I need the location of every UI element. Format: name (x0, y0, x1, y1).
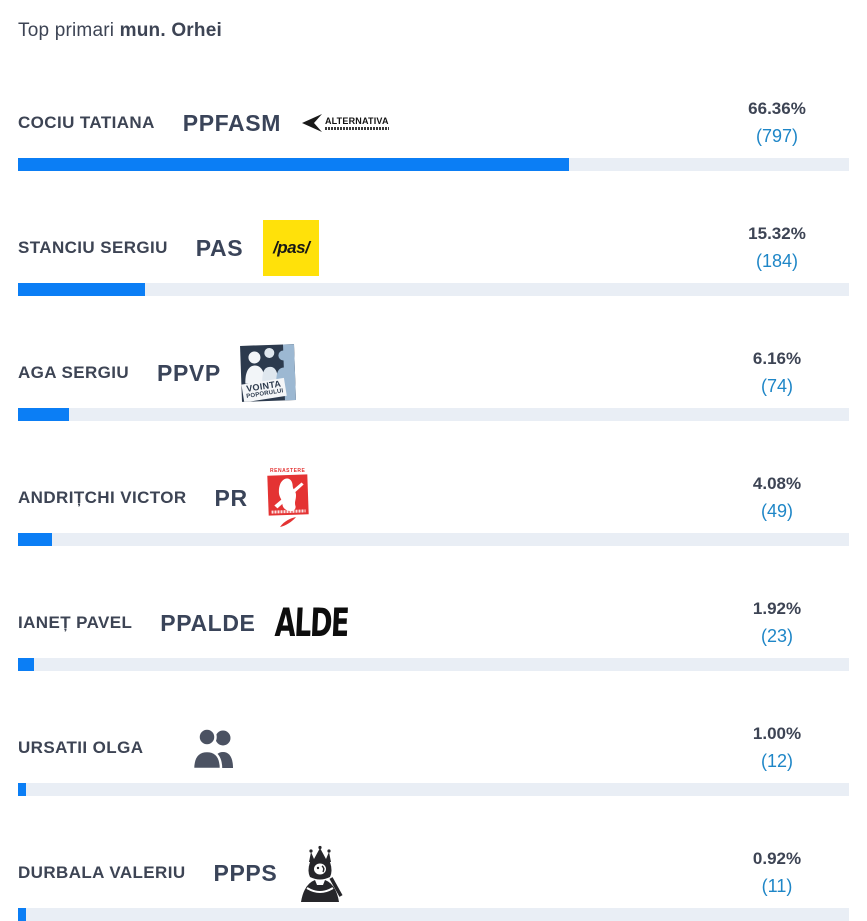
alternativa-logo: ALTERNATIVA (301, 113, 389, 133)
result-bar-fill (18, 283, 146, 296)
result-bar-fill (18, 408, 70, 421)
percent-value: 66.36% (748, 99, 806, 118)
votes-count-link[interactable]: (12) (760, 751, 793, 771)
result-stats: 15.32% (184) (722, 224, 832, 272)
page-title-prefix: Top primari (18, 20, 115, 41)
result-bar-track (18, 533, 849, 546)
result-bar-track (18, 158, 849, 171)
result-stats: 66.36% (797) (722, 99, 832, 147)
result-bar-fill (18, 533, 52, 546)
renastere-logo: RENASTERE (267, 468, 309, 528)
candidate-results-list: COCIU TATIANA PPFASM ALTERNATIVA 66.36% … (18, 92, 849, 921)
candidate-row-main: IANEȚ PAVEL PPALDE ALDE 1.92% (23) (18, 592, 849, 654)
party-abbreviation: PPVP (157, 359, 221, 386)
percent-value: 15.32% (748, 224, 806, 243)
vp-people-silhouettes-icon (245, 347, 293, 384)
percent-value: 6.16% (752, 349, 802, 368)
result-bar-fill (18, 658, 34, 671)
result-stats: 6.16% (74) (722, 349, 832, 397)
pas-logo: /pas/ (263, 220, 320, 276)
votes-count-link[interactable]: (184) (755, 251, 799, 271)
candidate-row-main: COCIU TATIANA PPFASM ALTERNATIVA 66.36% … (18, 92, 849, 154)
result-bar-fill (18, 783, 27, 796)
page-title-locality: mun. Orhei (119, 20, 222, 41)
candidate-row: COCIU TATIANA PPFASM ALTERNATIVA 66.36% … (18, 92, 849, 171)
candidate-name: COCIU TATIANA (18, 113, 155, 132)
votes-count-link[interactable]: (74) (760, 376, 793, 396)
candidate-row: AGA SERGIU PPVP VOINTA POPORULUI (18, 342, 849, 421)
candidate-name: ANDRIȚCHI VICTOR (18, 488, 187, 507)
votes-count-link[interactable]: (49) (760, 501, 793, 521)
alde-logo: ALDE (274, 601, 349, 646)
candidate-name: URSATII OLGA (18, 738, 144, 757)
pas-logo-text: /pas/ (273, 238, 310, 257)
result-stats: 0.92% (11) (722, 849, 832, 897)
result-bar-track (18, 283, 849, 296)
result-stats: 1.92% (23) (722, 599, 832, 647)
candidate-row: DURBALA VALERIU PPPS (18, 842, 849, 921)
result-bar-fill (18, 158, 570, 171)
result-stats: 4.08% (49) (722, 474, 832, 522)
party-abbreviation: PPPS (213, 859, 278, 886)
votes-count-link[interactable]: (797) (755, 126, 799, 146)
result-stats: 1.00% (12) (722, 724, 832, 772)
party-abbreviation: PAS (195, 234, 244, 261)
percent-value: 1.92% (752, 599, 802, 618)
candidate-name: DURBALA VALERIU (18, 863, 186, 882)
candidate-row-main: URSATII OLGA 1.00% (12) (18, 717, 849, 779)
renastere-feather-icon (279, 517, 296, 527)
percent-value: 4.08% (752, 474, 802, 493)
alternativa-logo-subtext (324, 127, 389, 130)
result-bar-track (18, 783, 849, 796)
alternativa-arrow-icon (301, 114, 322, 132)
candidate-row: IANEȚ PAVEL PPALDE ALDE 1.92% (23) (18, 592, 849, 671)
candidate-row-main: ANDRIȚCHI VICTOR PR RENASTERE (18, 467, 849, 529)
votes-count-link[interactable]: (11) (761, 876, 793, 896)
candidate-name: STANCIU SERGIU (18, 238, 168, 257)
result-bar-track (18, 908, 849, 921)
candidate-row-main: STANCIU SERGIU PAS /pas/ 15.32% (184) (18, 217, 849, 279)
party-abbreviation: PR (214, 484, 248, 511)
candidate-name: IANEȚ PAVEL (18, 613, 133, 632)
result-bar-track (18, 658, 849, 671)
party-abbreviation: PPALDE (160, 609, 256, 636)
vointa-poporului-logo: VOINTA POPORULUI (239, 344, 296, 402)
renastere-logo-text: RENASTERE (270, 468, 306, 474)
alde-logo-text: ALDE (274, 600, 350, 646)
candidate-row: ANDRIȚCHI VICTOR PR RENASTERE (18, 467, 849, 546)
candidate-row: URSATII OLGA 1.00% (12) (18, 717, 849, 796)
candidate-name: AGA SERGIU (18, 363, 130, 382)
candidate-row-main: AGA SERGIU PPVP VOINTA POPORULUI (18, 342, 849, 404)
candidate-row: STANCIU SERGIU PAS /pas/ 15.32% (184) (18, 217, 849, 296)
renastere-map-icon (274, 478, 304, 512)
party-abbreviation: PPFASM (182, 109, 281, 136)
result-bar-fill (18, 908, 26, 921)
candidate-row-main: DURBALA VALERIU PPPS (18, 842, 849, 904)
percent-value: 0.92% (752, 849, 802, 868)
alternativa-logo-text: ALTERNATIVA (324, 116, 389, 126)
votes-count-link[interactable]: (23) (760, 626, 793, 646)
ppps-king-logo (297, 844, 343, 902)
result-bar-track (18, 408, 849, 421)
percent-value: 1.00% (752, 724, 802, 743)
page-title: Top primari mun. Orhei (18, 20, 849, 42)
independent-candidate-icon (191, 726, 239, 770)
